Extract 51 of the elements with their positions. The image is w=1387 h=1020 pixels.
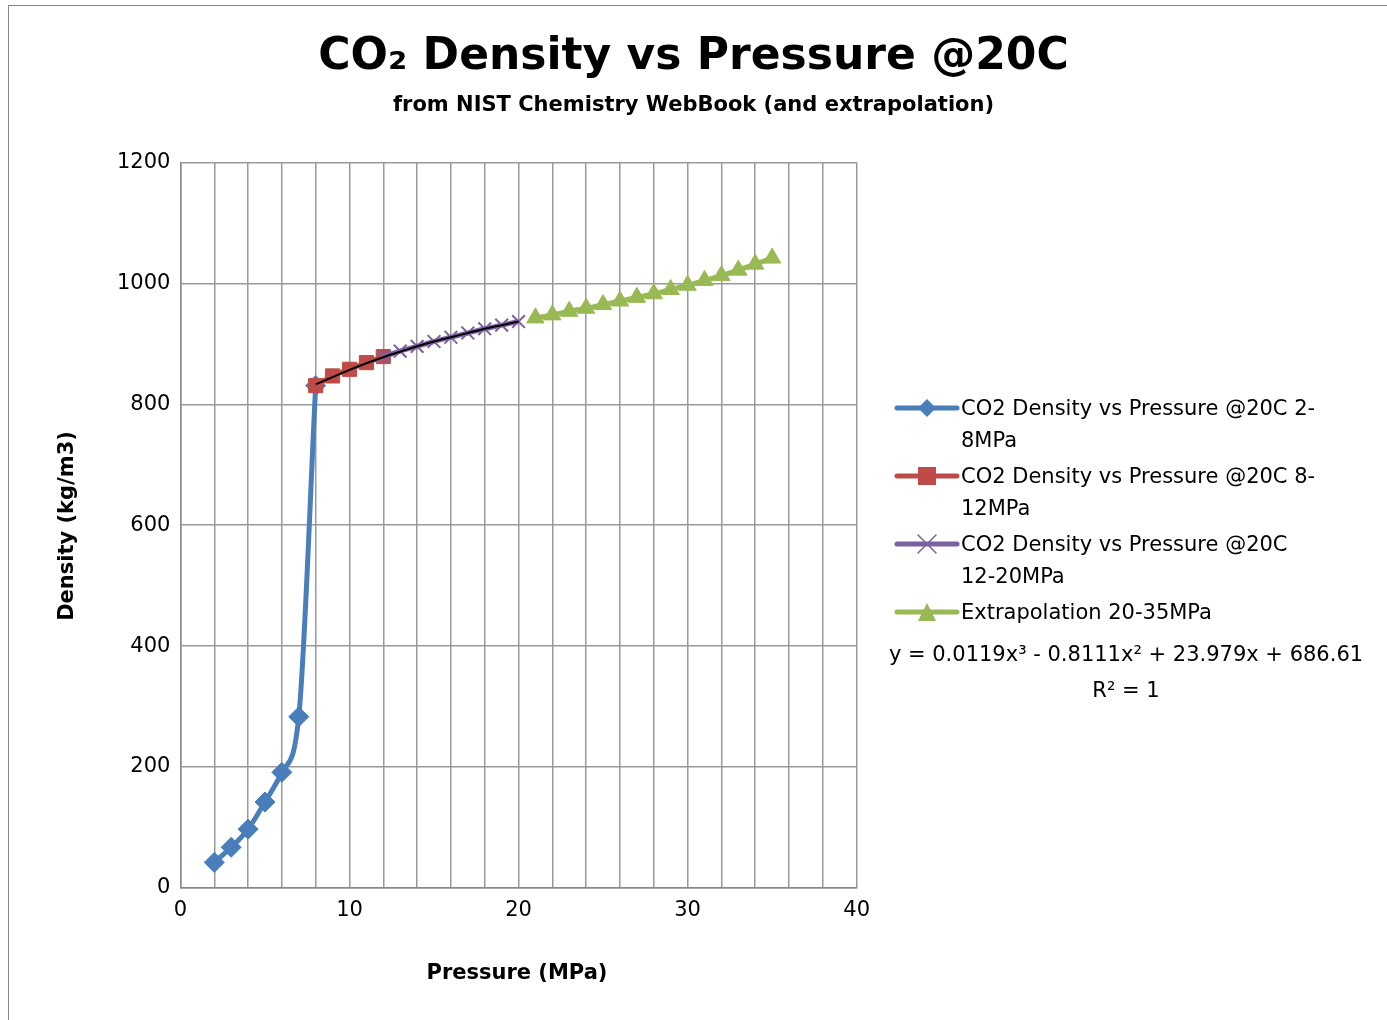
x-tick-label: 40: [843, 896, 871, 921]
legend-label: CO2 Density vs Pressure @20C 8-12MPa: [961, 463, 1317, 522]
point: [271, 761, 293, 783]
point: [543, 304, 562, 321]
point: [762, 247, 782, 264]
chart-title: CO₂ Density vs Pressure @20C: [317, 28, 1070, 79]
point: [729, 259, 748, 276]
point: [288, 706, 310, 728]
point: [695, 269, 714, 286]
point: [560, 300, 579, 317]
point: [712, 265, 731, 282]
point: [426, 334, 442, 349]
point: [661, 279, 680, 296]
point: [392, 343, 408, 359]
x-tick-label: 0: [173, 896, 188, 921]
point: [409, 338, 425, 354]
point: [627, 286, 647, 303]
point: [443, 329, 459, 345]
point: [593, 294, 613, 311]
x-axis-title: Pressure (MPa): [426, 960, 608, 984]
y-tick-label: 800: [130, 390, 171, 415]
legend-label: CO2 Density vs Pressure @20C 12-20MPa: [961, 531, 1289, 590]
legend-label: Extrapolation 20-35MPa: [961, 599, 1213, 626]
text: R² = 1: [1091, 677, 1161, 704]
x-tick-label: 30: [674, 896, 701, 921]
point: [678, 274, 697, 291]
y-tick-label: 400: [130, 632, 171, 657]
point: [460, 325, 476, 341]
y-tick-label: 1000: [116, 269, 171, 294]
point: [577, 297, 596, 314]
y-tick-label: 600: [130, 511, 171, 536]
point: [477, 321, 493, 337]
text: y = 0.0119x³ - 0.8111x² + 23.979x + 686.61: [887, 641, 1365, 668]
point: [203, 851, 225, 873]
point: [526, 307, 545, 324]
point: [746, 253, 765, 270]
legend-label: CO2 Density vs Pressure @20C 2-8MPa: [961, 395, 1317, 454]
point: [237, 818, 259, 840]
x-tick-label: 10: [336, 896, 363, 921]
point: [494, 317, 509, 333]
point: [511, 314, 526, 329]
chart-subtitle: from NIST Chemistry WebBook (and extrapolation): [391, 92, 996, 116]
point: [610, 290, 630, 307]
y-tick-label: 1200: [116, 149, 171, 174]
x-tick-label: 20: [505, 896, 532, 921]
point: [254, 791, 276, 813]
point: [644, 283, 663, 300]
y-tick-label: 200: [130, 753, 171, 778]
point: [220, 836, 242, 858]
y-axis-title: Density (kg/m3): [54, 431, 78, 621]
y-tick-label: 0: [157, 874, 171, 899]
